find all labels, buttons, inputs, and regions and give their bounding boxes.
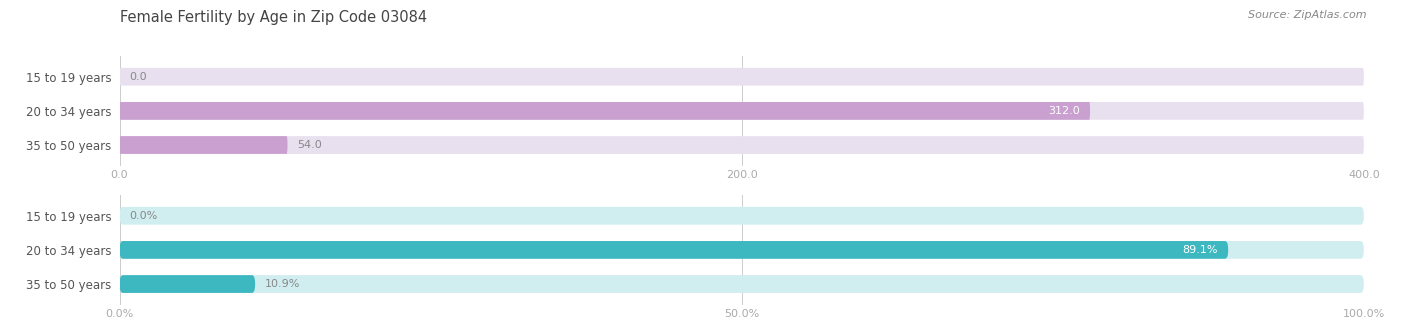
FancyBboxPatch shape [120, 136, 1364, 154]
FancyBboxPatch shape [120, 241, 1364, 259]
FancyBboxPatch shape [120, 275, 254, 293]
Text: 10.9%: 10.9% [266, 279, 301, 289]
Text: Female Fertility by Age in Zip Code 03084: Female Fertility by Age in Zip Code 0308… [120, 10, 426, 25]
FancyBboxPatch shape [120, 102, 1090, 120]
Text: 312.0: 312.0 [1049, 106, 1080, 116]
Text: 0.0: 0.0 [129, 72, 148, 82]
Text: 0.0%: 0.0% [129, 211, 157, 221]
FancyBboxPatch shape [120, 241, 1229, 259]
Text: 89.1%: 89.1% [1182, 245, 1218, 255]
FancyBboxPatch shape [120, 275, 1364, 293]
FancyBboxPatch shape [120, 136, 287, 154]
FancyBboxPatch shape [120, 102, 1364, 120]
FancyBboxPatch shape [120, 68, 1364, 86]
FancyBboxPatch shape [120, 207, 1364, 225]
Text: 54.0: 54.0 [298, 140, 322, 150]
Text: Source: ZipAtlas.com: Source: ZipAtlas.com [1249, 10, 1367, 20]
